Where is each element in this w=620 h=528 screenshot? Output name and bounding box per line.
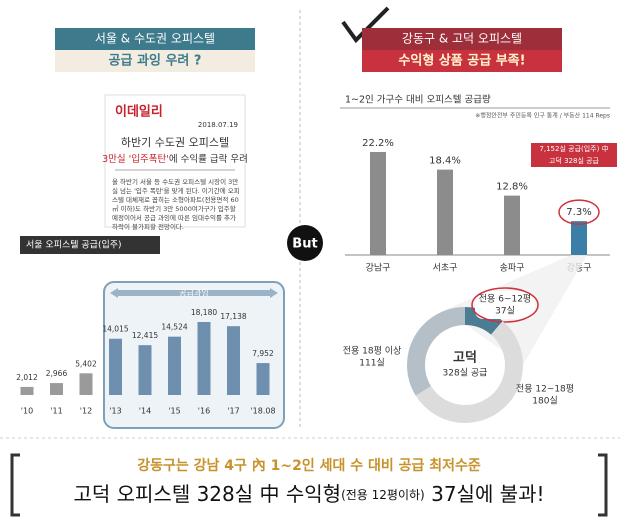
- x-tick-label: '18.08: [250, 407, 275, 416]
- annotation-box: [531, 155, 617, 167]
- segment-label: 전용 12~18평: [516, 384, 574, 395]
- x-tick-label: 서초구: [433, 263, 458, 274]
- news-clip: [104, 94, 246, 228]
- x-tick-label: '14: [139, 407, 151, 416]
- bar: [50, 383, 63, 395]
- segment-value: 111실: [359, 358, 384, 369]
- bar: [256, 363, 270, 395]
- but-circle: [287, 225, 323, 261]
- value-label: 12.8%: [496, 182, 528, 193]
- x-tick-label: 송파구: [500, 263, 525, 274]
- left-header-box: [55, 28, 255, 50]
- highlight-circle: [558, 199, 600, 225]
- news-source: 이데일리: [115, 104, 163, 120]
- donut-segment: [415, 320, 523, 423]
- chart-source: ※행정안전부 주민등록 인구 통계 / 부동산 114 Reps: [475, 112, 610, 120]
- value-label: 5,402: [75, 359, 97, 368]
- value-label: 7,952: [252, 349, 274, 358]
- value-label: 17,138: [220, 312, 246, 321]
- news-date: 2018.07.19: [198, 121, 238, 129]
- footer-line1: 강동구는 강남 4구 內 1~2인 세대 수 대비 공급 최저수준: [137, 457, 481, 474]
- value-label: 22.2%: [362, 138, 394, 149]
- x-tick-label: '13: [109, 407, 121, 416]
- x-tick-label: '10: [21, 407, 33, 416]
- news-highlight: 3만실 '입주폭탄': [102, 153, 169, 165]
- value-label: 18,180: [191, 308, 217, 317]
- value-label: 2,966: [46, 369, 68, 378]
- center-label: 고덕: [453, 350, 477, 366]
- annotation: 고덕 328실 공급: [549, 156, 600, 165]
- bracket-left: [10, 453, 20, 517]
- value-label: 2,012: [16, 373, 38, 382]
- check-icon: [341, 6, 390, 44]
- annotation: 공급과잉: [179, 288, 208, 298]
- bar: [571, 221, 587, 255]
- x-tick-label: '12: [80, 407, 92, 416]
- footer-note: (전용 12평이하): [341, 488, 425, 502]
- left-sub-box: [55, 50, 255, 72]
- x-tick-label: 강남구: [366, 263, 391, 274]
- news-subheadline: 3만실 '입주폭탄'에 수익률 급락 우려: [102, 153, 248, 165]
- label-box: [475, 291, 535, 319]
- x-tick-label: '11: [50, 407, 62, 416]
- left-title: 서울 & 수도권 오피스텔: [95, 32, 215, 46]
- bracket-right: [598, 453, 608, 517]
- segment-value: 180실: [532, 396, 557, 407]
- x-tick-label: '17: [227, 407, 239, 416]
- chart-title-box: [20, 236, 160, 254]
- value-label: 14,524: [161, 323, 187, 332]
- but-label: But: [292, 237, 317, 252]
- right-subtitle: 수익형 상품 공급 부족!: [398, 53, 525, 69]
- center-label: 328실 공급: [443, 368, 488, 379]
- x-tick-label: '16: [198, 407, 210, 416]
- bar: [109, 338, 122, 395]
- bar: [370, 152, 386, 255]
- donut-segment: [465, 306, 503, 335]
- value-label: 18.4%: [429, 156, 461, 167]
- footer-end: 37실에 불과!: [425, 482, 545, 506]
- footer-main: 고덕 오피스텔 328실 中 수익형: [73, 482, 341, 506]
- bar: [168, 336, 181, 395]
- bar: [20, 386, 34, 395]
- bar: [227, 326, 240, 395]
- value-label: 7.3%: [566, 207, 591, 218]
- segment-label: 전용 18평 이상: [343, 346, 402, 357]
- annotation: 7,152실 공급(입주) 中: [539, 144, 608, 153]
- value-label: 12,415: [132, 331, 158, 340]
- bar: [504, 195, 520, 255]
- news-rest: 에 수익률 급락 우려: [169, 153, 248, 165]
- news-body: 올 하반기 서울 등 수도권 오피스텔 시장이 3만실 넘는 '입주 폭탄'을 …: [112, 178, 240, 231]
- bar: [79, 373, 93, 395]
- annotation-box: [531, 143, 617, 155]
- news-headline: 하반기 수도권 오피스텔: [121, 135, 229, 149]
- highlight-circle: [471, 287, 539, 323]
- bar: [437, 169, 453, 255]
- x-tick-label: '15: [168, 407, 180, 416]
- segment-value: 37실: [495, 306, 515, 317]
- right-header-box: [362, 28, 562, 50]
- segment-label: 전용 6~12평: [479, 294, 531, 305]
- footer-line2: 고덕 오피스텔 328실 中 수익형(전용 12평이하) 37실에 불과!: [73, 482, 544, 506]
- donut-segment: [406, 307, 465, 396]
- right-sub-box: [362, 50, 562, 72]
- right-title: 강동구 & 고덕 오피스텔: [402, 32, 522, 46]
- range-arrow: [110, 288, 278, 298]
- bar: [197, 322, 211, 395]
- bar: [138, 345, 152, 395]
- chart-title: 1~2인 가구수 대비 오피스텔 공급량: [345, 94, 491, 106]
- left-subtitle: 공급 과잉 우려 ?: [109, 53, 202, 69]
- value-label: 14,015: [102, 325, 128, 334]
- chart-title: 서울 오피스텔 공급(입주): [26, 239, 122, 251]
